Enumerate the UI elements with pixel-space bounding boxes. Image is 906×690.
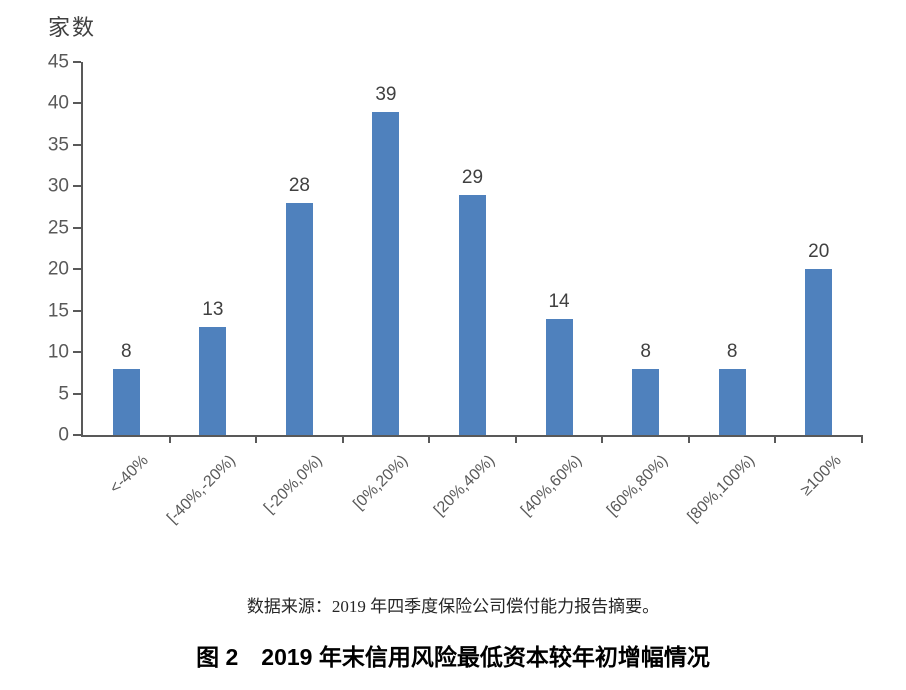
x-axis-labels: <-40% [-40%,-20%) [-20%,0%) [0%,20%) [20%,40… <box>81 452 862 562</box>
y-tick-label: 5 <box>58 383 69 405</box>
bar-value-label: 13 <box>202 299 224 321</box>
bar-value-label: 39 <box>375 83 397 105</box>
source-note: 数据来源：2019 年四季度保险公司偿付能力报告摘要。 <box>246 597 660 616</box>
x-tick-mark <box>341 435 344 443</box>
x-category-label: [0%,20%) <box>350 452 412 514</box>
y-tick-mark <box>73 102 81 105</box>
y-axis-title: 家数 <box>48 15 97 40</box>
bar <box>459 194 486 435</box>
x-category-label: ≥100% <box>797 452 845 500</box>
y-tick-label: 40 <box>47 92 69 114</box>
x-category-label: [-20%,0%) <box>260 452 326 517</box>
y-tick-mark <box>73 351 81 354</box>
bar <box>199 327 227 435</box>
bar-value-label: 8 <box>120 340 132 362</box>
bar-value-label: 14 <box>548 290 570 312</box>
x-category-label: <-40% <box>107 452 153 498</box>
y-tick-label: 30 <box>47 175 69 197</box>
bar <box>112 368 140 435</box>
y-tick-label: 0 <box>58 424 69 446</box>
x-tick-mark <box>601 435 604 443</box>
x-category-label: [60%,80%) <box>604 452 672 520</box>
bar-value-label: 8 <box>640 340 651 362</box>
x-tick-mark <box>774 435 777 443</box>
x-axis-ticks <box>83 62 863 443</box>
x-tick-mark <box>514 435 517 443</box>
bar-value-label: 20 <box>808 241 830 263</box>
y-tick-mark <box>73 268 81 271</box>
bar-value-label: 29 <box>461 166 484 188</box>
y-tick-label: 15 <box>47 300 69 322</box>
x-category-label: [20%,40%) <box>431 452 499 520</box>
y-tick-mark <box>73 143 81 146</box>
x-category-label: [40%,60%) <box>517 452 585 520</box>
y-tick-mark <box>73 226 81 229</box>
y-tick-mark <box>73 309 81 312</box>
y-tick-label: 45 <box>47 51 69 73</box>
y-tick-label: 25 <box>47 217 69 239</box>
y-tick-mark <box>73 434 81 436</box>
bar-value-label: 8 <box>726 340 738 362</box>
x-tick-mark <box>168 435 171 443</box>
y-tick-label: 35 <box>47 134 69 156</box>
bar <box>285 202 313 435</box>
bar <box>545 318 573 435</box>
bar <box>372 111 400 435</box>
y-tick-label: 20 <box>47 258 69 280</box>
x-category-label: [80%,100%) <box>684 452 759 526</box>
bar <box>632 368 660 435</box>
bar <box>718 368 746 435</box>
bar-value-label: 28 <box>288 174 310 196</box>
x-tick-mark <box>255 435 258 443</box>
y-tick-mark <box>73 185 81 188</box>
y-tick-label: 10 <box>47 341 69 363</box>
y-axis: 45 40 35 30 25 20 15 10 5 0 <box>48 53 862 445</box>
x-category-label: [-40%,-20%) <box>163 452 239 527</box>
plot-area: 45 40 35 30 25 20 15 10 5 0 8 13 28 39 29 14 8 8 20 <box>48 53 863 445</box>
x-tick-mark <box>861 435 863 443</box>
figure-caption: 图 2 2019 年末信用风险最低资本较年初增幅情况 <box>196 644 710 670</box>
y-tick-mark <box>73 61 81 63</box>
x-tick-mark <box>687 435 690 443</box>
bars-layer: 8 13 28 39 29 14 8 8 20 <box>83 62 862 435</box>
bar <box>805 269 833 435</box>
x-tick-mark <box>428 435 431 443</box>
y-tick-mark <box>73 392 81 395</box>
